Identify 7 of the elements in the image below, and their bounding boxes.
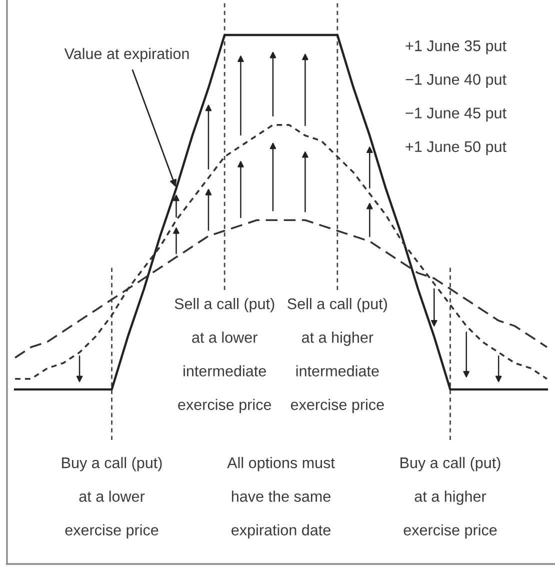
text: +1 June 35 put −1 June 40 put −1 June 45 put +1 June 50 put <box>406 40 506 156</box>
text: Sell a call (put) at a lower intermediate exercise price <box>174 298 274 414</box>
text: Buy a call (put) at a higher exercise price <box>400 457 500 538</box>
text: All options must have the same expiration date <box>227 457 335 538</box>
text: Sell a call (put) at a higher intermediate exercise price <box>288 298 387 414</box>
series-label: Value at expiration <box>64 48 189 62</box>
text: Buy a call (put) at a lower exercise price <box>62 457 162 538</box>
